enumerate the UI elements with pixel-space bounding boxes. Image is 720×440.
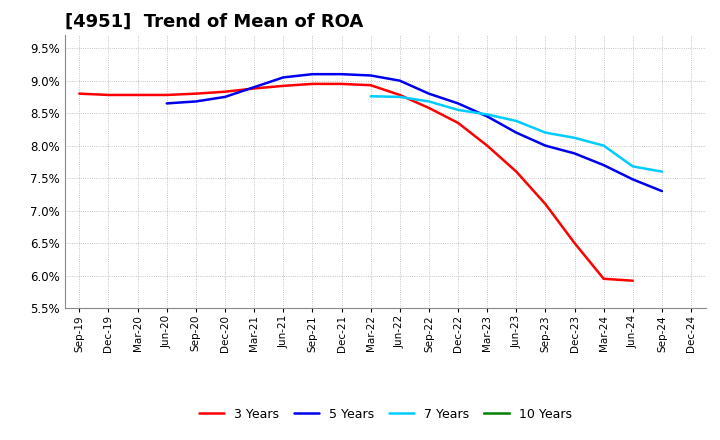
5 Years	[512, 130, 521, 135]
5 Years	[366, 73, 375, 78]
3 Years	[629, 278, 637, 283]
3 Years	[75, 91, 84, 96]
3 Years	[104, 92, 113, 98]
7 Years	[366, 94, 375, 99]
3 Years	[512, 169, 521, 174]
Line: 7 Years: 7 Years	[371, 96, 662, 172]
5 Years	[279, 75, 287, 80]
3 Years	[133, 92, 142, 98]
5 Years	[337, 72, 346, 77]
7 Years	[395, 94, 404, 99]
3 Years	[483, 143, 492, 148]
3 Years	[279, 83, 287, 88]
3 Years	[366, 83, 375, 88]
3 Years	[599, 276, 608, 282]
Legend: 3 Years, 5 Years, 7 Years, 10 Years: 3 Years, 5 Years, 7 Years, 10 Years	[192, 402, 578, 427]
3 Years	[192, 91, 200, 96]
5 Years	[395, 78, 404, 83]
3 Years	[425, 105, 433, 110]
Line: 3 Years: 3 Years	[79, 84, 633, 281]
5 Years	[570, 151, 579, 156]
Line: 5 Years: 5 Years	[167, 74, 662, 191]
7 Years	[541, 130, 550, 135]
3 Years	[308, 81, 317, 87]
3 Years	[220, 89, 229, 94]
7 Years	[483, 112, 492, 117]
7 Years	[657, 169, 666, 174]
5 Years	[483, 114, 492, 119]
5 Years	[192, 99, 200, 104]
7 Years	[512, 118, 521, 124]
7 Years	[425, 99, 433, 104]
3 Years	[541, 202, 550, 207]
3 Years	[570, 240, 579, 246]
5 Years	[250, 84, 258, 90]
5 Years	[629, 177, 637, 182]
7 Years	[599, 143, 608, 148]
3 Years	[395, 92, 404, 98]
7 Years	[454, 107, 462, 113]
5 Years	[425, 91, 433, 96]
3 Years	[454, 120, 462, 125]
5 Years	[541, 143, 550, 148]
7 Years	[629, 164, 637, 169]
5 Years	[657, 188, 666, 194]
7 Years	[570, 135, 579, 140]
3 Years	[163, 92, 171, 98]
5 Years	[220, 94, 229, 99]
5 Years	[454, 101, 462, 106]
3 Years	[337, 81, 346, 87]
5 Years	[163, 101, 171, 106]
3 Years	[250, 86, 258, 91]
5 Years	[599, 162, 608, 168]
Text: [4951]  Trend of Mean of ROA: [4951] Trend of Mean of ROA	[65, 13, 363, 31]
5 Years	[308, 72, 317, 77]
